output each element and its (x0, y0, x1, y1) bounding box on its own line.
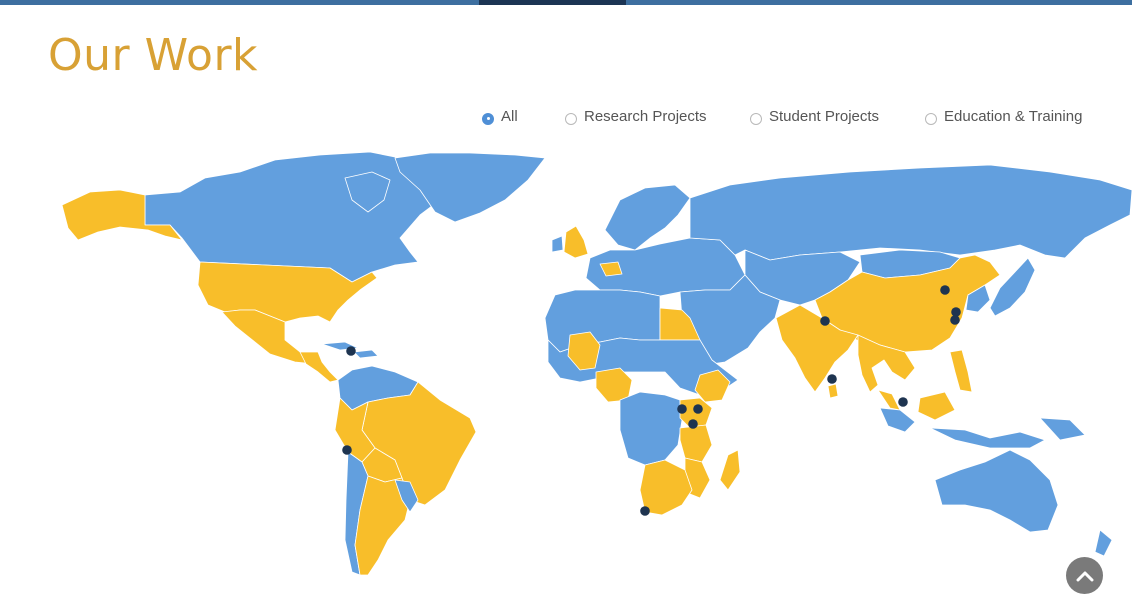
region-scandinavia[interactable] (604, 184, 691, 251)
country-malaysia[interactable] (877, 389, 901, 411)
marker-tanzania[interactable] (640, 506, 650, 516)
region-korea[interactable] (965, 284, 991, 313)
country-uk[interactable] (563, 225, 589, 259)
filter-student-projects-label: Student Projects (769, 108, 880, 125)
radio-student-projects[interactable] (750, 112, 762, 125)
country-alaska[interactable] (61, 189, 183, 241)
country-egypt[interactable] (659, 307, 701, 341)
marker-singapore[interactable] (898, 397, 908, 407)
filter-student-projects[interactable]: Student Projects (750, 108, 879, 125)
top-accent-bar (0, 0, 1132, 5)
region-central-africa[interactable] (619, 391, 683, 466)
country-greenland[interactable] (394, 152, 546, 223)
country-france[interactable] (599, 261, 623, 277)
radio-all[interactable] (482, 112, 494, 125)
marker-uganda[interactable] (677, 404, 687, 414)
marker-east-china-1[interactable] (951, 307, 961, 317)
country-japan[interactable] (989, 257, 1036, 317)
filter-research-projects-label: Research Projects (584, 108, 707, 125)
world-map[interactable] (0, 148, 1132, 590)
country-tanzania[interactable] (679, 424, 713, 463)
filter-education-training[interactable]: Education & Training (925, 108, 1082, 125)
country-argentina[interactable] (354, 475, 411, 576)
marker-sri-lanka[interactable] (827, 374, 837, 384)
country-south-africa[interactable] (639, 459, 693, 516)
marker-kenya-1[interactable] (693, 404, 703, 414)
filter-all[interactable]: All (482, 108, 518, 125)
marker-nepal[interactable] (820, 316, 830, 326)
radio-education-training[interactable] (925, 112, 937, 125)
country-canada[interactable] (144, 151, 441, 283)
filter-radio-group: All Research Projects Student Projects E… (0, 108, 1132, 130)
marker-north-china[interactable] (940, 285, 950, 295)
country-thailand-vietnam[interactable] (857, 334, 916, 393)
island-borneo[interactable] (917, 391, 956, 421)
marker-haiti[interactable] (346, 346, 356, 356)
chevron-up-icon (1076, 571, 1093, 581)
country-philippines[interactable] (949, 349, 973, 393)
radio-research-projects[interactable] (565, 112, 577, 125)
filter-all-label: All (501, 108, 518, 125)
region-east-indonesia[interactable] (929, 427, 1046, 449)
country-uruguay-paraguay[interactable] (394, 479, 419, 513)
scroll-to-top-button[interactable] (1066, 557, 1103, 594)
region-indonesia[interactable] (879, 407, 916, 433)
filter-education-training-label: Education & Training (944, 108, 1083, 125)
top-accent-active-segment (479, 0, 626, 5)
country-central-america[interactable] (299, 351, 339, 383)
country-nigeria[interactable] (595, 367, 633, 403)
island-baffin[interactable] (344, 171, 391, 213)
marker-peru[interactable] (342, 445, 352, 455)
country-madagascar[interactable] (719, 449, 741, 491)
marker-east-china-2[interactable] (950, 315, 960, 325)
country-new-zealand[interactable] (1094, 529, 1113, 557)
country-mali[interactable] (567, 331, 601, 371)
marker-kenya-2[interactable] (688, 419, 698, 429)
filter-research-projects[interactable]: Research Projects (565, 108, 707, 125)
country-sri-lanka[interactable] (827, 383, 839, 399)
page-title: Our Work (48, 30, 259, 81)
island-hispaniola[interactable] (353, 349, 379, 359)
country-ireland[interactable] (551, 235, 564, 253)
country-ethiopia[interactable] (694, 369, 731, 403)
project-markers (342, 285, 961, 516)
country-russia[interactable] (689, 164, 1132, 261)
country-new-guinea[interactable] (1039, 417, 1086, 441)
country-australia[interactable] (934, 449, 1059, 533)
